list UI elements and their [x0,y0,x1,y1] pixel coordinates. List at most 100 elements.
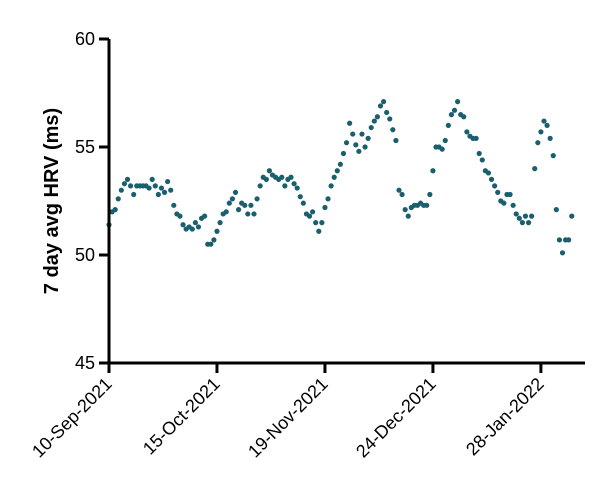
data-point [208,241,214,247]
x-tick-label: 15-Oct-2021 [139,374,224,459]
data-point [525,220,532,226]
data-point [124,176,131,182]
data-point [430,168,436,174]
data-point [202,213,208,219]
data-point [266,168,273,174]
data-point [310,209,316,215]
data-point [473,135,479,141]
data-point [495,189,501,195]
data-point [223,209,229,215]
data-point [359,131,365,137]
data-point [492,183,498,189]
x-tick-label: 28-Jan-2022 [462,374,548,460]
data-point [112,207,118,213]
data-point [479,157,485,163]
data-point [365,135,371,141]
data-point [171,202,177,208]
data-point [455,99,461,105]
data-point [155,191,161,198]
y-tick-labels: 45 50 55 60 [75,29,95,373]
data-point [251,211,257,217]
data-point [248,202,254,208]
data-point [211,237,217,243]
data-point [313,220,319,226]
data-point [180,222,186,228]
y-tick-label: 60 [75,29,95,49]
data-point [529,213,535,219]
x-tick-labels: 10-Sep-2021 15-Oct-2021 19-Nov-2021 24-Dec-… [28,374,548,462]
data-point [553,207,559,213]
data-point [306,213,313,219]
data-point [476,150,482,157]
data-point [405,213,411,219]
data-point [350,131,356,137]
data-point [442,137,448,144]
data-point [214,228,220,234]
y-tick-label: 45 [75,353,95,373]
data-point [356,148,362,154]
y-ticks [99,37,109,365]
data-point [297,194,303,200]
data-point [195,224,202,230]
data-point [158,185,165,191]
data-point [149,176,155,182]
data-point [488,176,495,182]
data-point [300,200,306,206]
data-point [340,150,347,157]
data-point [387,116,393,122]
data-point [516,215,522,221]
data-point [343,140,350,146]
y-tick-label: 55 [75,137,95,157]
data-point [115,196,121,202]
data-point [279,174,285,180]
data-point [464,129,470,135]
data-points [106,99,575,256]
data-point [168,187,174,193]
data-point [374,114,380,120]
data-point [177,213,183,219]
data-point [535,140,541,146]
data-point [282,183,288,189]
data-point [121,181,128,187]
data-point [362,144,368,150]
data-point [566,237,572,243]
data-point [451,107,458,113]
data-point [263,176,269,182]
x-tick-label: 24-Dec-2021 [352,374,440,462]
data-point [556,237,563,243]
x-tick-label: 10-Sep-2021 [28,374,116,462]
data-point [325,196,331,202]
data-point [192,220,198,226]
data-point [393,137,399,144]
data-point [257,183,263,189]
data-point [152,183,158,189]
data-point [445,122,451,128]
data-point [337,161,343,167]
data-point [127,183,134,189]
data-point [532,166,538,172]
data-point [513,211,519,217]
data-point [396,187,402,193]
data-point [377,103,384,109]
data-point [294,185,300,191]
data-point [485,170,492,176]
data-point [254,196,260,202]
data-point [448,112,455,118]
data-point [390,127,396,133]
data-point [291,181,297,187]
data-point [559,250,566,256]
data-point [402,207,408,213]
data-point [217,220,223,226]
data-point [242,202,248,208]
data-point [461,114,467,120]
data-point [245,211,251,217]
data-point [538,129,544,135]
x-ticks [107,363,543,373]
data-point [399,191,405,198]
data-point [353,142,359,148]
data-point [226,200,232,206]
data-point [544,122,550,128]
data-point [371,118,377,124]
data-point [547,135,553,141]
